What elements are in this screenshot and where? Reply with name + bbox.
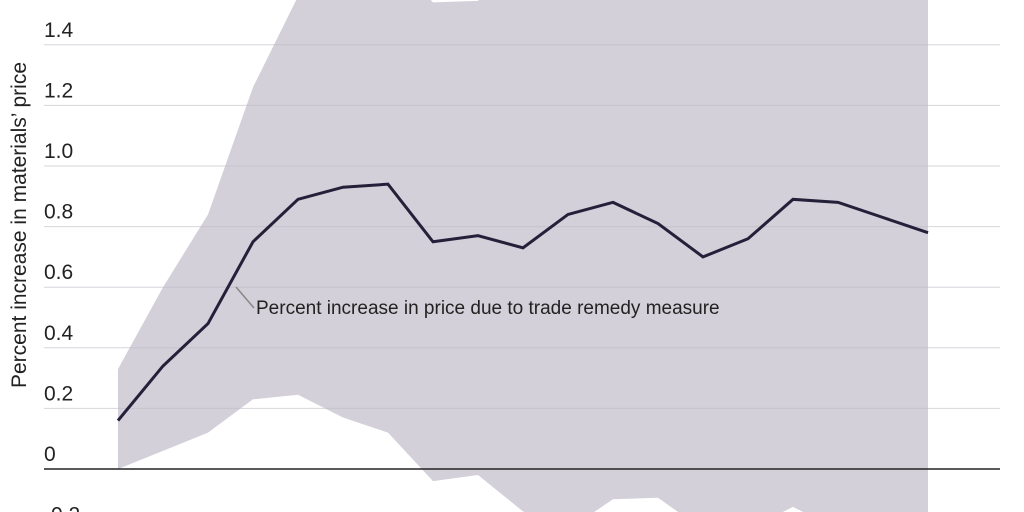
confidence-band bbox=[118, 0, 928, 512]
y-tick-label: -0.2 bbox=[44, 504, 80, 512]
y-tick-label: 0.8 bbox=[44, 201, 73, 224]
y-tick-label: 1.0 bbox=[44, 140, 73, 163]
annotation-leader bbox=[235, 286, 255, 309]
y-tick-label: 0.2 bbox=[44, 382, 73, 405]
y-tick-label: 0.6 bbox=[44, 261, 73, 284]
y-tick-label: 1.2 bbox=[44, 79, 73, 102]
y-tick-label: 0.4 bbox=[44, 322, 74, 345]
y-tick-label: 1.4 bbox=[44, 19, 74, 42]
y-tick-label: 0 bbox=[44, 443, 56, 466]
y-axis-label: Percent increase in materials’ price bbox=[8, 62, 31, 388]
series-annotation: Percent increase in price due to trade r… bbox=[256, 298, 720, 319]
